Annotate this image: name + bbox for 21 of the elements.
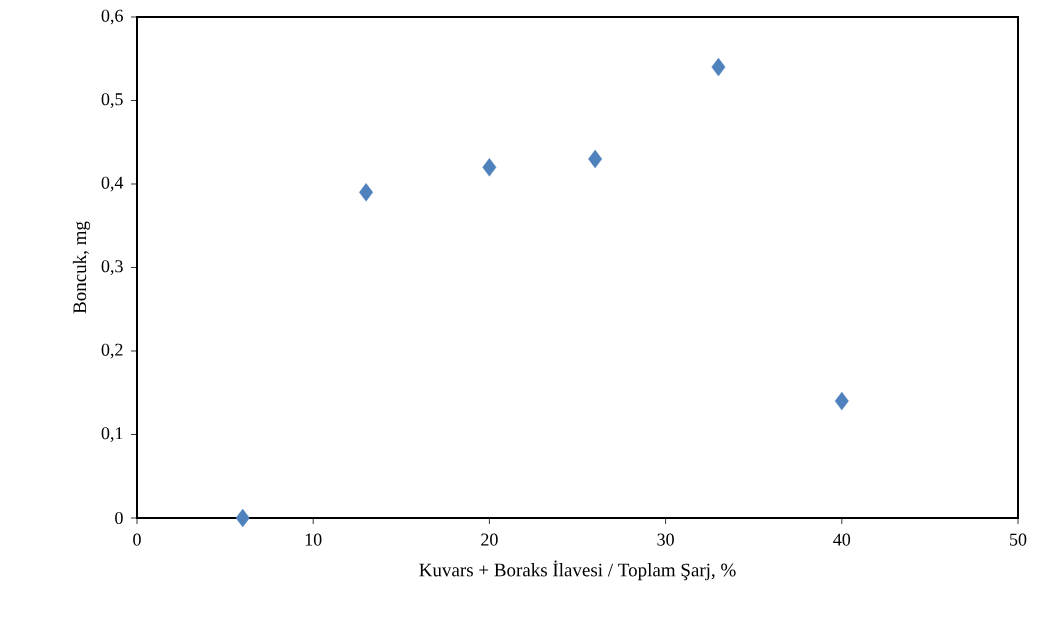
y-tick-label: 0,1 bbox=[101, 427, 123, 442]
x-axis-title: Kuvars + Boraks İlavesi / Toplam Şarj, % bbox=[419, 560, 736, 581]
y-tick-label: 0,2 bbox=[101, 343, 123, 359]
point bbox=[834, 391, 849, 411]
y-axis-title: Boncuk, mg bbox=[72, 221, 91, 314]
point bbox=[711, 57, 726, 77]
point bbox=[235, 508, 250, 528]
point bbox=[482, 158, 497, 177]
x-tick-label: 40 bbox=[833, 533, 851, 546]
y-tick-label: 0,4 bbox=[101, 176, 124, 192]
x-tick-label: 30 bbox=[657, 533, 674, 546]
x-tick-label: 20 bbox=[481, 533, 498, 546]
y-tick-label: 0,3 bbox=[101, 260, 123, 275]
x-tick-label: 0 bbox=[133, 533, 141, 546]
y-tick-label: 0 bbox=[115, 511, 123, 525]
point bbox=[588, 149, 603, 169]
y-tick-label: 0,5 bbox=[101, 93, 123, 108]
x-tick-label: 10 bbox=[305, 533, 322, 546]
x-tick-label: 50 bbox=[1010, 533, 1027, 546]
y-tick-label: 0,6 bbox=[101, 9, 123, 25]
point bbox=[359, 183, 374, 202]
